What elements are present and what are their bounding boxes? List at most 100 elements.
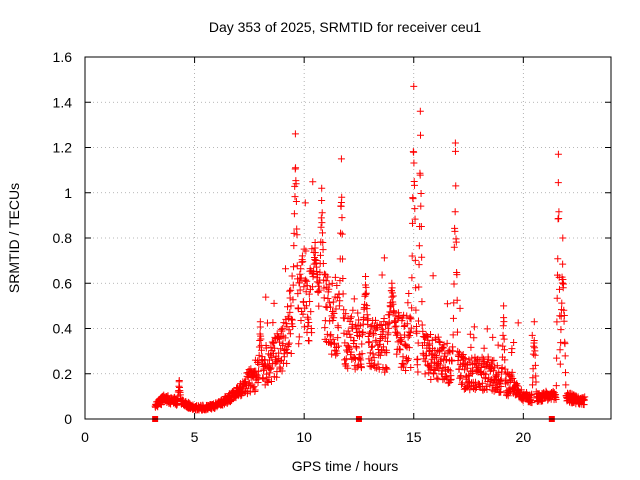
data-point bbox=[440, 341, 448, 349]
data-point bbox=[556, 346, 564, 354]
data-point bbox=[347, 313, 355, 321]
data-point bbox=[378, 347, 386, 355]
data-point bbox=[340, 329, 348, 337]
data-point bbox=[287, 302, 295, 310]
plot-frame bbox=[84, 56, 612, 420]
data-point bbox=[342, 355, 350, 363]
data-point bbox=[347, 348, 355, 356]
data-point bbox=[406, 313, 414, 321]
data-point bbox=[291, 193, 299, 201]
data-point bbox=[553, 294, 561, 302]
data-point bbox=[303, 277, 311, 285]
data-point bbox=[531, 361, 539, 369]
data-point bbox=[367, 343, 375, 351]
data-point bbox=[255, 351, 263, 359]
data-point bbox=[289, 322, 297, 330]
data-point bbox=[308, 329, 316, 337]
data-point bbox=[484, 355, 492, 363]
data-point bbox=[278, 367, 286, 375]
data-point bbox=[358, 350, 366, 358]
data-point bbox=[312, 256, 320, 264]
data-point bbox=[456, 304, 464, 312]
data-point bbox=[470, 334, 478, 342]
data-point bbox=[250, 383, 258, 391]
data-point bbox=[334, 334, 342, 342]
data-point bbox=[452, 182, 460, 190]
data-point bbox=[561, 352, 569, 360]
data-point bbox=[470, 323, 478, 331]
data-point bbox=[282, 265, 290, 273]
data-point bbox=[414, 355, 422, 363]
data-point bbox=[414, 317, 422, 325]
data-point bbox=[362, 283, 370, 291]
data-point bbox=[457, 372, 465, 380]
data-point bbox=[398, 359, 406, 367]
data-point bbox=[275, 349, 283, 357]
data-point bbox=[404, 355, 412, 363]
data-point bbox=[443, 374, 451, 382]
data-point bbox=[416, 107, 424, 115]
data-point bbox=[392, 322, 400, 330]
data-point bbox=[560, 306, 568, 314]
data-point bbox=[296, 270, 304, 278]
y-tick-label: 0.4 bbox=[53, 321, 73, 337]
data-point bbox=[370, 354, 378, 362]
data-point bbox=[405, 289, 413, 297]
data-point bbox=[353, 344, 361, 352]
data-point bbox=[300, 298, 308, 306]
data-point bbox=[345, 345, 353, 353]
data-point bbox=[297, 265, 305, 273]
data-point bbox=[418, 321, 426, 329]
data-point bbox=[325, 281, 333, 289]
data-point bbox=[259, 374, 267, 382]
data-point bbox=[346, 330, 354, 338]
data-point bbox=[490, 356, 498, 364]
data-point bbox=[259, 375, 267, 383]
data-point bbox=[423, 352, 431, 360]
data-point bbox=[461, 355, 469, 363]
data-point bbox=[528, 390, 536, 398]
data-point bbox=[319, 259, 327, 267]
data-point bbox=[450, 280, 458, 288]
data-point bbox=[283, 360, 291, 368]
x-tick-label: 15 bbox=[406, 429, 422, 445]
data-point bbox=[276, 338, 284, 346]
data-point bbox=[324, 295, 332, 303]
data-point bbox=[289, 281, 297, 289]
data-point bbox=[424, 341, 432, 349]
data-point bbox=[255, 367, 263, 375]
data-point bbox=[333, 349, 341, 357]
data-point bbox=[326, 332, 334, 340]
data-point bbox=[384, 337, 392, 345]
data-point bbox=[418, 253, 426, 261]
data-point bbox=[528, 399, 536, 407]
data-point bbox=[499, 331, 507, 339]
data-point bbox=[532, 378, 540, 386]
data-point bbox=[364, 315, 372, 323]
data-point bbox=[562, 381, 570, 389]
data-point bbox=[497, 382, 505, 390]
data-point bbox=[281, 334, 289, 342]
data-point bbox=[254, 375, 262, 383]
data-point bbox=[302, 302, 310, 310]
data-point bbox=[305, 319, 313, 327]
data-point bbox=[287, 286, 295, 294]
data-point bbox=[367, 323, 375, 331]
data-point bbox=[328, 279, 336, 287]
data-point bbox=[472, 378, 480, 386]
data-point bbox=[439, 344, 447, 352]
data-point bbox=[350, 295, 358, 303]
data-point bbox=[418, 298, 426, 306]
data-point bbox=[285, 314, 293, 322]
data-point bbox=[552, 382, 560, 390]
data-point bbox=[530, 336, 538, 344]
data-point bbox=[561, 340, 569, 348]
data-point bbox=[412, 323, 420, 331]
data-point bbox=[292, 164, 300, 172]
data-point bbox=[414, 368, 422, 376]
data-point bbox=[311, 249, 319, 257]
data-point bbox=[332, 305, 340, 313]
data-point bbox=[313, 267, 321, 275]
data-point bbox=[256, 318, 264, 326]
data-point bbox=[372, 316, 380, 324]
